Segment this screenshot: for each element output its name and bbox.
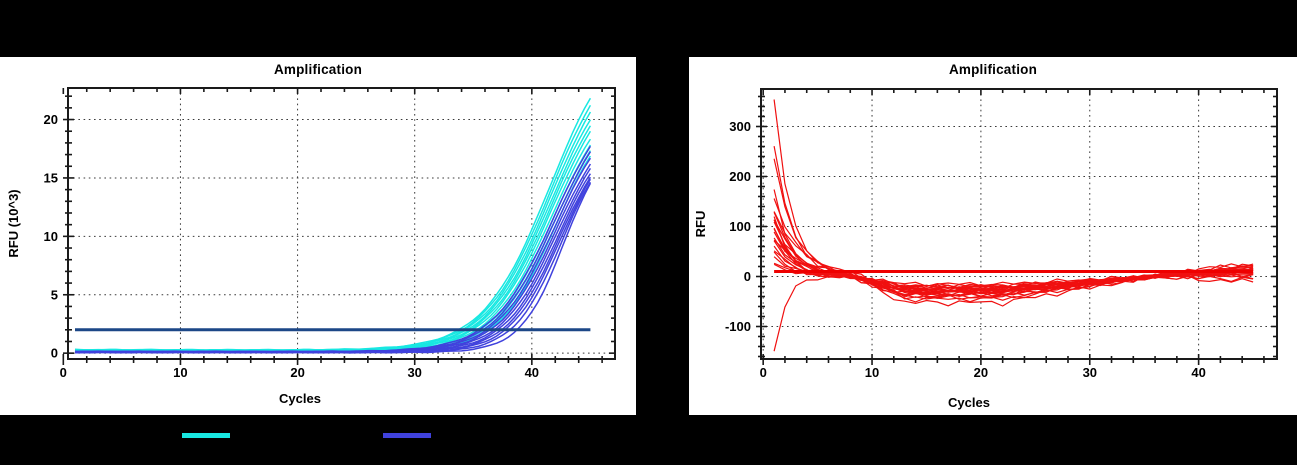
amplification-trace[interactable] xyxy=(773,245,1254,290)
y-tick-label: 10 xyxy=(44,229,58,244)
amplification-trace[interactable] xyxy=(773,268,1254,352)
x-tick-label: 10 xyxy=(173,365,187,380)
y-tick-label: 15 xyxy=(44,170,58,185)
y-tick-label: 100 xyxy=(729,219,751,234)
y-axis-label: RFU xyxy=(693,211,708,238)
amplification-trace[interactable] xyxy=(773,237,1254,293)
x-tick-label: 0 xyxy=(60,365,67,380)
x-tick-label: 30 xyxy=(1083,365,1097,380)
trace-group xyxy=(74,97,592,354)
amplification-trace[interactable] xyxy=(75,104,592,352)
amplification-trace[interactable] xyxy=(773,216,1254,294)
x-tick-label: 0 xyxy=(760,365,767,380)
x-tick-label: 20 xyxy=(290,365,304,380)
tick-labels: 0 10 20 30 40 0 5 10 15 20 xyxy=(44,112,540,380)
amplification-trace[interactable] xyxy=(74,97,592,351)
amplification-trace[interactable] xyxy=(74,163,592,353)
amplification-chart-panel-left: Amplification 0 10 20 30 40 0 5 10 15 20 Cycles RFU… xyxy=(0,57,636,415)
y-tick-label: 300 xyxy=(729,119,751,134)
x-axis-label: Cycles xyxy=(948,395,990,410)
amplification-chart-panel-right: Amplification 0 10 20 30 40 -100 0 100 200 300 Cyc… xyxy=(689,57,1297,415)
y-tick-label: 5 xyxy=(51,287,58,302)
amplification-plot-right[interactable]: 0 10 20 30 40 -100 0 100 200 300 Cycles RFU xyxy=(689,57,1297,415)
y-tick-label: 0 xyxy=(51,346,58,361)
tick-labels: 0 10 20 30 40 -100 0 100 200 300 xyxy=(725,119,1206,380)
y-tick-label: -100 xyxy=(725,319,751,334)
legend-swatch-cyan[interactable] xyxy=(182,433,230,438)
trace-group xyxy=(773,99,1254,352)
x-tick-label: 30 xyxy=(407,365,421,380)
y-tick-label: 200 xyxy=(729,169,751,184)
chart-title-right: Amplification xyxy=(948,62,1038,77)
gridlines xyxy=(761,89,1277,359)
amplification-trace[interactable] xyxy=(773,239,1254,295)
amplification-trace[interactable] xyxy=(74,145,592,353)
amplification-trace[interactable] xyxy=(74,182,592,354)
amplification-trace[interactable] xyxy=(75,144,592,353)
y-tick-label: 20 xyxy=(44,112,58,127)
amplification-trace[interactable] xyxy=(74,173,592,354)
x-axis-label: Cycles xyxy=(279,391,321,406)
x-tick-label: 40 xyxy=(525,365,539,380)
gridlines xyxy=(68,88,615,359)
x-tick-label: 40 xyxy=(1191,365,1205,380)
chart-title-left: Amplification xyxy=(273,62,363,77)
amplification-trace[interactable] xyxy=(773,212,1254,299)
y-axis-label: RFU (10^3) xyxy=(6,189,21,257)
amplification-trace[interactable] xyxy=(773,251,1254,298)
x-tick-label: 20 xyxy=(974,365,988,380)
amplification-trace[interactable] xyxy=(74,168,592,354)
x-tick-label: 10 xyxy=(865,365,879,380)
amplification-trace[interactable] xyxy=(773,198,1254,297)
amplification-plot-left[interactable]: 0 10 20 30 40 0 5 10 15 20 Cycles RFU (10^3) xyxy=(0,57,636,415)
amplification-trace[interactable] xyxy=(773,99,1254,289)
y-tick-label: 0 xyxy=(744,269,751,284)
legend-swatch-blue[interactable] xyxy=(383,433,431,438)
amplification-trace[interactable] xyxy=(773,263,1254,295)
plot-frame xyxy=(67,87,616,360)
amplification-trace[interactable] xyxy=(773,228,1254,293)
plot-frame xyxy=(760,88,1278,360)
amplification-trace[interactable] xyxy=(75,125,592,352)
